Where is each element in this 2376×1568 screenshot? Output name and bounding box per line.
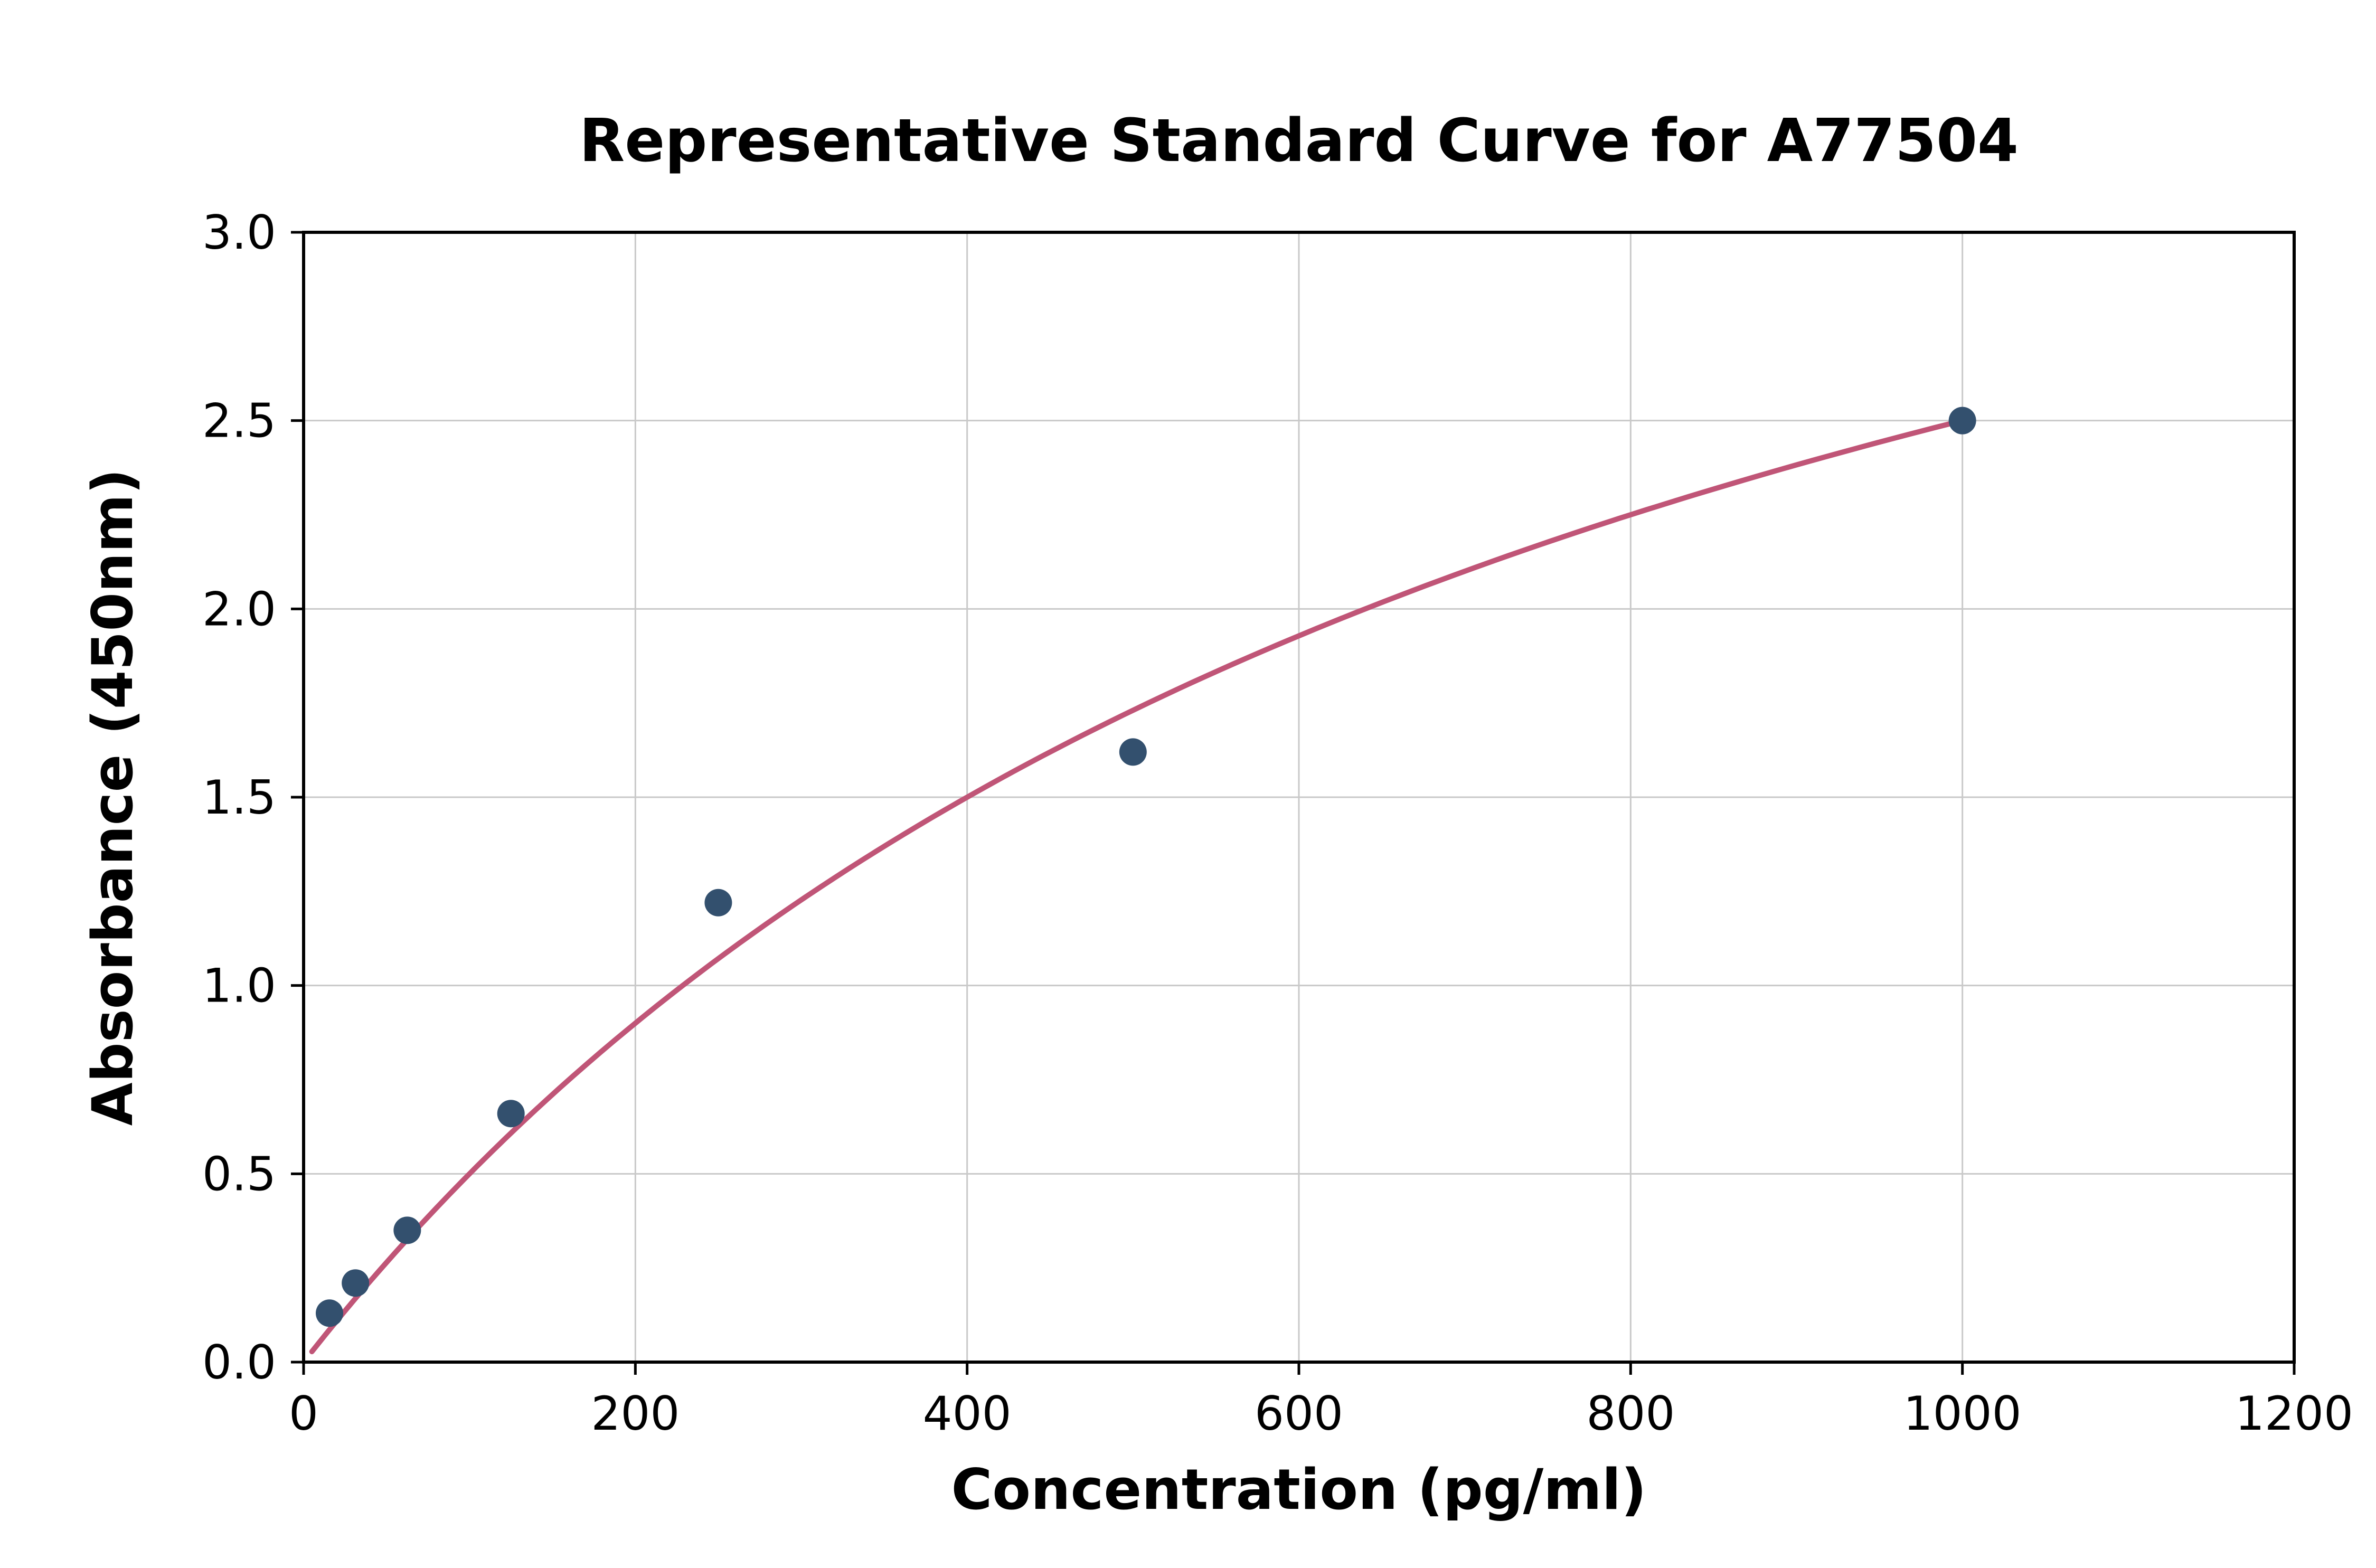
x-tick-label: 1000 [1903, 1386, 2022, 1441]
tick-marks [291, 231, 2296, 1375]
scatter-points [316, 407, 1976, 1327]
x-axis-label: Concentration (pg/ml) [951, 1457, 1646, 1522]
data-point [1119, 738, 1147, 766]
y-tick-label: 0.5 [202, 1147, 276, 1201]
fit-curve [309, 418, 1965, 1355]
x-tick-label: 400 [923, 1386, 1012, 1441]
chart-title: Representative Standard Curve for A77504 [579, 107, 2019, 175]
y-tick-label: 0.0 [202, 1335, 276, 1390]
y-axis-label: Absorbance (450nm) [80, 469, 145, 1126]
x-tick-label: 600 [1255, 1386, 1343, 1441]
y-tick-label: 3.0 [202, 205, 276, 260]
x-tick-label: 0 [289, 1386, 318, 1441]
x-tick-label: 1200 [2235, 1386, 2353, 1441]
data-point [1948, 407, 1976, 434]
y-tick-label: 2.5 [202, 394, 276, 448]
grid-lines [303, 231, 2295, 1363]
tick-labels: 0 200 400 600 800 1000 1200 0.0 0.5 1.0 1.5 2.0 2.5 3… [202, 205, 2353, 1441]
data-point [393, 1216, 421, 1244]
y-tick-label: 2.0 [202, 582, 276, 636]
y-tick-label: 1.5 [202, 770, 276, 825]
data-point [316, 1299, 344, 1327]
data-point [704, 889, 732, 917]
plot-border [302, 231, 2296, 1364]
x-tick-label: 200 [591, 1386, 680, 1441]
y-tick-label: 1.0 [202, 959, 276, 1013]
x-tick-label: 800 [1586, 1386, 1675, 1441]
data-point [342, 1269, 370, 1297]
data-point [497, 1100, 525, 1128]
